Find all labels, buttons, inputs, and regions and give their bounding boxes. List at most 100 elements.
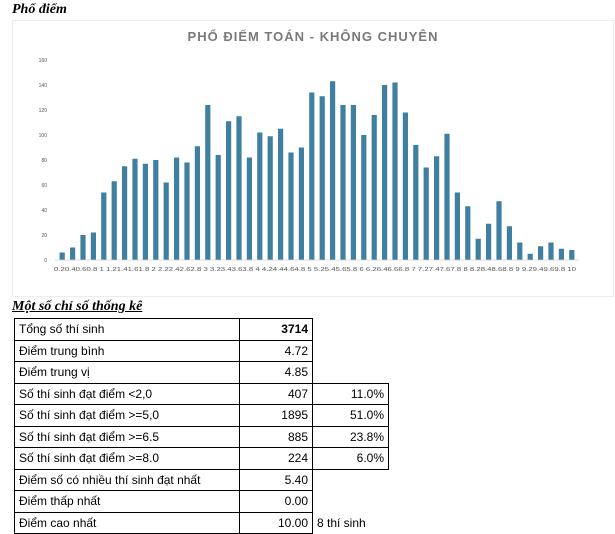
bar-2.6	[184, 162, 190, 260]
stat-label: Điểm thấp nhất	[14, 490, 240, 513]
stats-section-title: Một số chỉ số thống kê	[12, 299, 143, 314]
bar-4.8	[298, 147, 304, 260]
y-tick-label: 20	[41, 233, 47, 239]
stats-row: Điểm trung vị 4.85	[14, 361, 389, 384]
stat-label: Điểm trung bình	[14, 339, 240, 362]
stat-percent: 23.8%	[312, 425, 389, 448]
stats-row: Số thí sinh đạt điểm >=5,0 1895 51.0%	[14, 404, 389, 427]
bar-8.6	[496, 201, 502, 260]
bar-7.8	[454, 192, 460, 260]
stat-percent: 6.0%	[312, 447, 389, 470]
bar-6.6	[392, 82, 398, 260]
bar-0.2	[59, 252, 65, 260]
bar-4.2	[267, 136, 273, 260]
bar-4.4	[278, 128, 284, 260]
stat-value: 5.40	[239, 468, 313, 491]
stats-row: Điểm thấp nhất 0.00	[14, 490, 389, 513]
bar-8.8	[506, 226, 512, 260]
bar-1.2	[111, 181, 117, 260]
bar-2	[153, 160, 159, 260]
bar-5.6	[340, 105, 346, 260]
bar-5.8	[350, 105, 356, 260]
bar-3.8	[246, 157, 252, 260]
score-distribution-chart: PHỔ ĐIỂM TOÁN - KHÔNG CHUYÊN 0 20 40 60 80 10…	[12, 20, 614, 297]
stat-label: Số thí sinh đạt điểm >=8.0	[14, 447, 240, 470]
bar-10	[569, 250, 575, 260]
stat-label: Tổng số thí sinh	[14, 318, 240, 341]
bar-9	[517, 242, 523, 260]
chart-section-title: Phổ điểm	[12, 2, 67, 17]
bar-8	[465, 206, 471, 260]
bar-7.4	[434, 156, 440, 260]
chart-title: PHỔ ĐIỂM TOÁN - KHÔNG CHUYÊN	[188, 29, 439, 44]
stat-value: 3714	[239, 318, 313, 341]
stat-value: 4.85	[239, 361, 313, 384]
bar-0.8	[90, 232, 96, 260]
stats-row: Số thí sinh đạt điểm >=8.0 224 6.0%	[14, 447, 389, 470]
stats-table: Tổng số thí sinh 3714 Điểm trung bình 4.72 Đ…	[14, 318, 389, 534]
y-axis: 0 20 40 60 80 100 120 140 160	[39, 58, 48, 264]
stats-row: Điểm trung bình 4.72	[14, 339, 389, 362]
stats-row: Tổng số thí sinh 3714	[14, 318, 389, 341]
bar-6.8	[402, 112, 408, 260]
y-tick-label: 80	[41, 158, 47, 164]
stat-value: 4.72	[239, 339, 313, 362]
bar-7.2	[423, 167, 429, 260]
bar-8.2	[475, 238, 481, 260]
bar-3.2	[215, 155, 221, 260]
y-tick-label: 0	[44, 258, 47, 264]
stat-label: Điểm số có nhiều thí sinh đạt nhất	[14, 468, 240, 491]
bar-3	[205, 105, 211, 260]
bar-6.2	[371, 115, 377, 260]
stat-value: 407	[239, 382, 313, 405]
stat-label: Số thí sinh đạt điểm <2,0	[14, 382, 240, 405]
stat-value: 224	[239, 447, 313, 470]
stats-row: Điểm số có nhiều thí sinh đạt nhất 5.40	[14, 468, 389, 491]
stats-row: Số thí sinh đạt điểm >=6.5 885 23.8%	[14, 425, 389, 448]
bar-1.8	[142, 163, 148, 260]
bar-8.4	[486, 223, 492, 260]
bar-0.4	[70, 247, 76, 260]
stat-label: Điểm cao nhất	[14, 511, 240, 534]
bar-4.6	[288, 152, 294, 260]
stats-row: Số thí sinh đạt điểm <2,0 407 11.0%	[14, 382, 389, 405]
bar-1.6	[132, 158, 138, 260]
bar-9.8	[558, 248, 564, 260]
bar-1	[101, 192, 107, 260]
x-tick-labels: 0.20.40.60.8 1 1.21.41.61.8 2 2.22.42.62…	[54, 267, 576, 273]
stat-label: Điểm trung vị	[14, 361, 240, 384]
y-tick-label: 40	[41, 208, 47, 214]
stat-value: 885	[239, 425, 313, 448]
chart-canvas: PHỔ ĐIỂM TOÁN - KHÔNG CHUYÊN 0 20 40 60 80 10…	[39, 29, 579, 273]
stat-percent: 51.0%	[312, 404, 389, 427]
bar-2.4	[174, 157, 180, 260]
bar-5.2	[319, 96, 325, 260]
stat-percent: 11.0%	[312, 382, 389, 405]
bar-7	[413, 145, 419, 260]
y-tick-label: 160	[39, 58, 48, 64]
stat-label: Số thí sinh đạt điểm >=5,0	[14, 404, 240, 427]
bar-3.6	[236, 116, 242, 260]
bar-6	[361, 135, 367, 260]
bar-3.4	[226, 121, 232, 260]
bars	[59, 81, 575, 260]
y-tick-label: 120	[39, 108, 48, 114]
bar-6.4	[382, 85, 388, 260]
bar-9.6	[548, 242, 554, 260]
y-tick-label: 60	[41, 183, 47, 189]
stat-value: 1895	[239, 404, 313, 427]
bar-4	[257, 132, 263, 260]
bar-7.6	[444, 133, 450, 260]
stat-label: Số thí sinh đạt điểm >=6.5	[14, 425, 240, 448]
bar-9.4	[538, 246, 544, 260]
stat-value: 0.00	[239, 490, 313, 513]
bar-5	[309, 92, 315, 260]
bar-9.2	[527, 253, 533, 260]
bar-5.4	[330, 81, 336, 260]
bar-0.6	[80, 235, 86, 260]
stat-note: 8 thí sinh	[317, 515, 366, 530]
y-tick-label: 100	[39, 133, 48, 139]
stats-row: Điểm cao nhất 10.00 8 thí sinh	[14, 511, 389, 534]
bar-2.2	[163, 182, 169, 260]
bar-1.4	[122, 166, 128, 260]
